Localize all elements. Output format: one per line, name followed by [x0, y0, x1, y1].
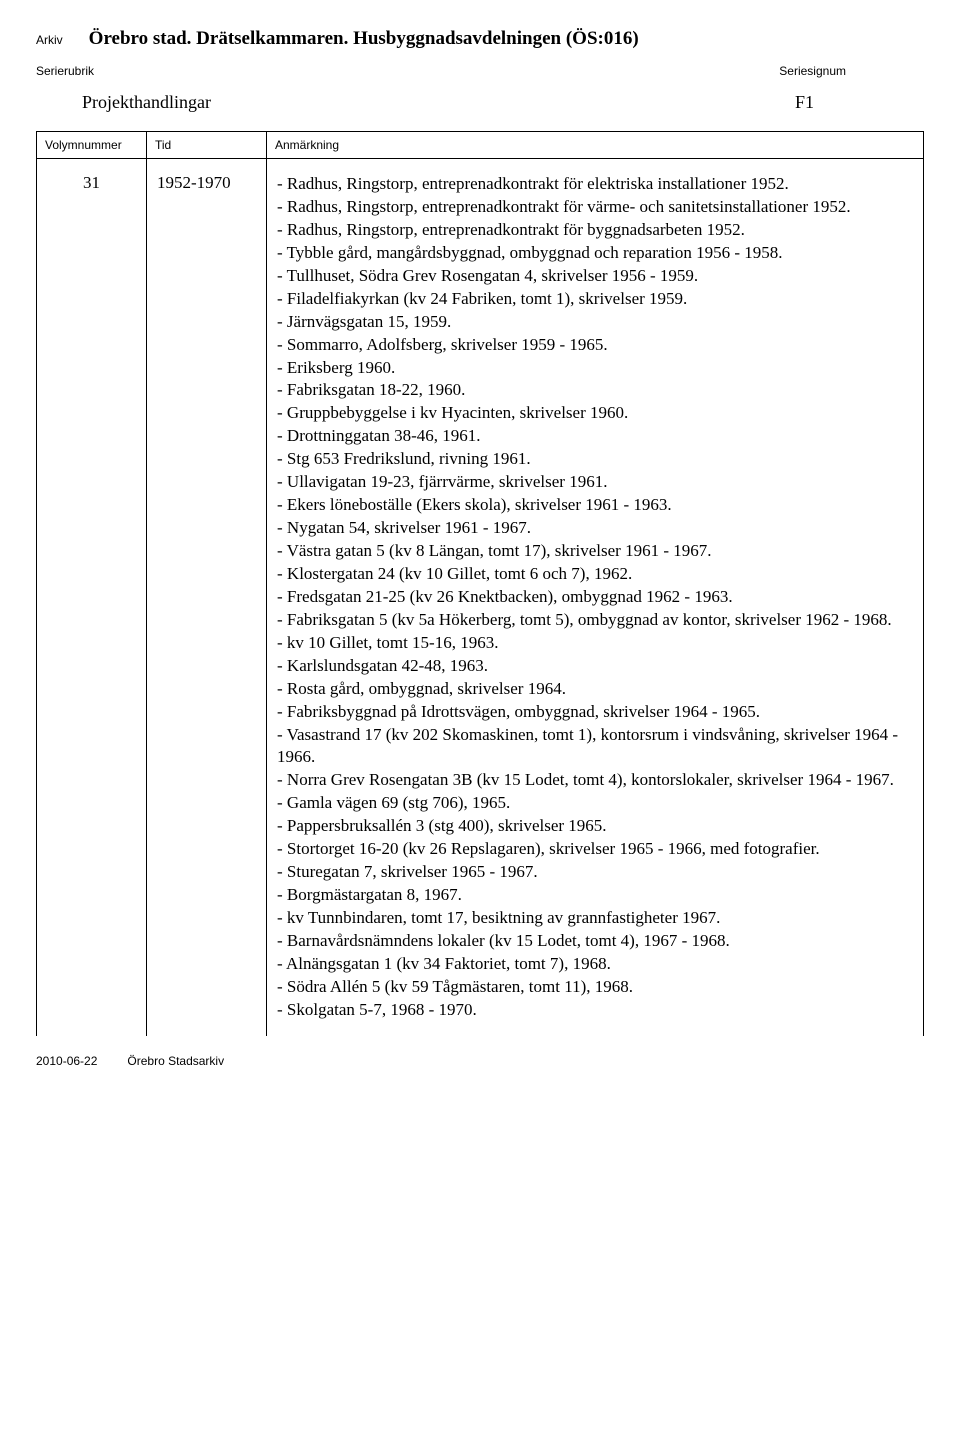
arkiv-label: Arkiv	[36, 33, 63, 47]
note-line: - Stortorget 16-20 (kv 26 Repslagaren), …	[277, 838, 913, 861]
serierubrik-label: Serierubrik	[36, 64, 94, 78]
note-line: - Ekers löneboställe (Ekers skola), skri…	[277, 494, 913, 517]
archive-title: Örebro stad. Drätselkammaren. Husbyggnad…	[89, 28, 639, 50]
note-line: - kv Tunnbindaren, tomt 17, besiktning a…	[277, 907, 913, 930]
cell-tid: 1952-1970	[147, 159, 267, 1036]
note-line: - Alnängsgatan 1 (kv 34 Faktoriet, tomt …	[277, 953, 913, 976]
note-line: - Sturegatan 7, skrivelser 1965 - 1967.	[277, 861, 913, 884]
note-line: - Västra gatan 5 (kv 8 Längan, tomt 17),…	[277, 540, 913, 563]
series-name: Projekthandlingar	[36, 92, 211, 113]
table-header-row: Volymnummer Tid Anmärkning	[37, 132, 924, 159]
note-line: - Karlslundsgatan 42-48, 1963.	[277, 655, 913, 678]
note-line: - Tullhuset, Södra Grev Rosengatan 4, sk…	[277, 265, 913, 288]
series-signum: F1	[795, 92, 924, 113]
archive-header: Arkiv Örebro stad. Drätselkammaren. Husb…	[36, 28, 924, 50]
note-line: - Radhus, Ringstorp, entreprenadkontrakt…	[277, 219, 913, 242]
note-line: - Filadelfiakyrkan (kv 24 Fabriken, tomt…	[277, 288, 913, 311]
seriesignum-label: Seriesignum	[779, 64, 924, 78]
cell-anmarkning: - Radhus, Ringstorp, entreprenadkontrakt…	[267, 159, 924, 1036]
note-line: - Nygatan 54, skrivelser 1961 - 1967.	[277, 517, 913, 540]
table-row: 31 1952-1970 - Radhus, Ringstorp, entrep…	[37, 159, 924, 1036]
col-header-anmarkning: Anmärkning	[267, 132, 924, 159]
note-line: - Fredsgatan 21-25 (kv 26 Knektbacken), …	[277, 586, 913, 609]
col-header-tid: Tid	[147, 132, 267, 159]
footer-date: 2010-06-22	[36, 1054, 97, 1068]
note-line: - Barnavårdsnämndens lokaler (kv 15 Lode…	[277, 930, 913, 953]
note-line: - Norra Grev Rosengatan 3B (kv 15 Lodet,…	[277, 769, 913, 792]
note-line: - kv 10 Gillet, tomt 15-16, 1963.	[277, 632, 913, 655]
note-line: - Rosta gård, ombyggnad, skrivelser 1964…	[277, 678, 913, 701]
note-line: - Ullavigatan 19-23, fjärrvärme, skrivel…	[277, 471, 913, 494]
note-line: - Fabriksbyggnad på Idrottsvägen, ombygg…	[277, 701, 913, 724]
note-line: - Tybble gård, mangårdsbyggnad, ombyggna…	[277, 242, 913, 265]
note-line: - Vasastrand 17 (kv 202 Skomaskinen, tom…	[277, 724, 913, 770]
note-line: - Järnvägsgatan 15, 1959.	[277, 311, 913, 334]
note-line: - Gruppbebyggelse i kv Hyacinten, skrive…	[277, 402, 913, 425]
note-line: - Stg 653 Fredrikslund, rivning 1961.	[277, 448, 913, 471]
note-line: - Borgmästargatan 8, 1967.	[277, 884, 913, 907]
note-line: - Sommarro, Adolfsberg, skrivelser 1959 …	[277, 334, 913, 357]
note-line: - Fabriksgatan 5 (kv 5a Hökerberg, tomt …	[277, 609, 913, 632]
note-line: - Pappersbruksallén 3 (stg 400), skrivel…	[277, 815, 913, 838]
note-line: - Radhus, Ringstorp, entreprenadkontrakt…	[277, 196, 913, 219]
page-footer: 2010-06-22 Örebro Stadsarkiv	[36, 1054, 924, 1068]
note-line: - Eriksberg 1960.	[277, 357, 913, 380]
note-line: - Klostergatan 24 (kv 10 Gillet, tomt 6 …	[277, 563, 913, 586]
note-line: - Radhus, Ringstorp, entreprenadkontrakt…	[277, 173, 913, 196]
note-line: - Skolgatan 5-7, 1968 - 1970.	[277, 999, 913, 1022]
note-line: - Södra Allén 5 (kv 59 Tågmästaren, tomt…	[277, 976, 913, 999]
footer-source: Örebro Stadsarkiv	[127, 1054, 224, 1068]
cell-volym: 31	[37, 159, 147, 1036]
note-line: - Fabriksgatan 18-22, 1960.	[277, 379, 913, 402]
records-table: Volymnummer Tid Anmärkning 31 1952-1970 …	[36, 131, 924, 1036]
series-values-row: Projekthandlingar F1	[36, 92, 924, 113]
note-line: - Gamla vägen 69 (stg 706), 1965.	[277, 792, 913, 815]
note-line: - Drottninggatan 38-46, 1961.	[277, 425, 913, 448]
col-header-volymnummer: Volymnummer	[37, 132, 147, 159]
series-labels-row: Serierubrik Seriesignum	[36, 64, 924, 78]
